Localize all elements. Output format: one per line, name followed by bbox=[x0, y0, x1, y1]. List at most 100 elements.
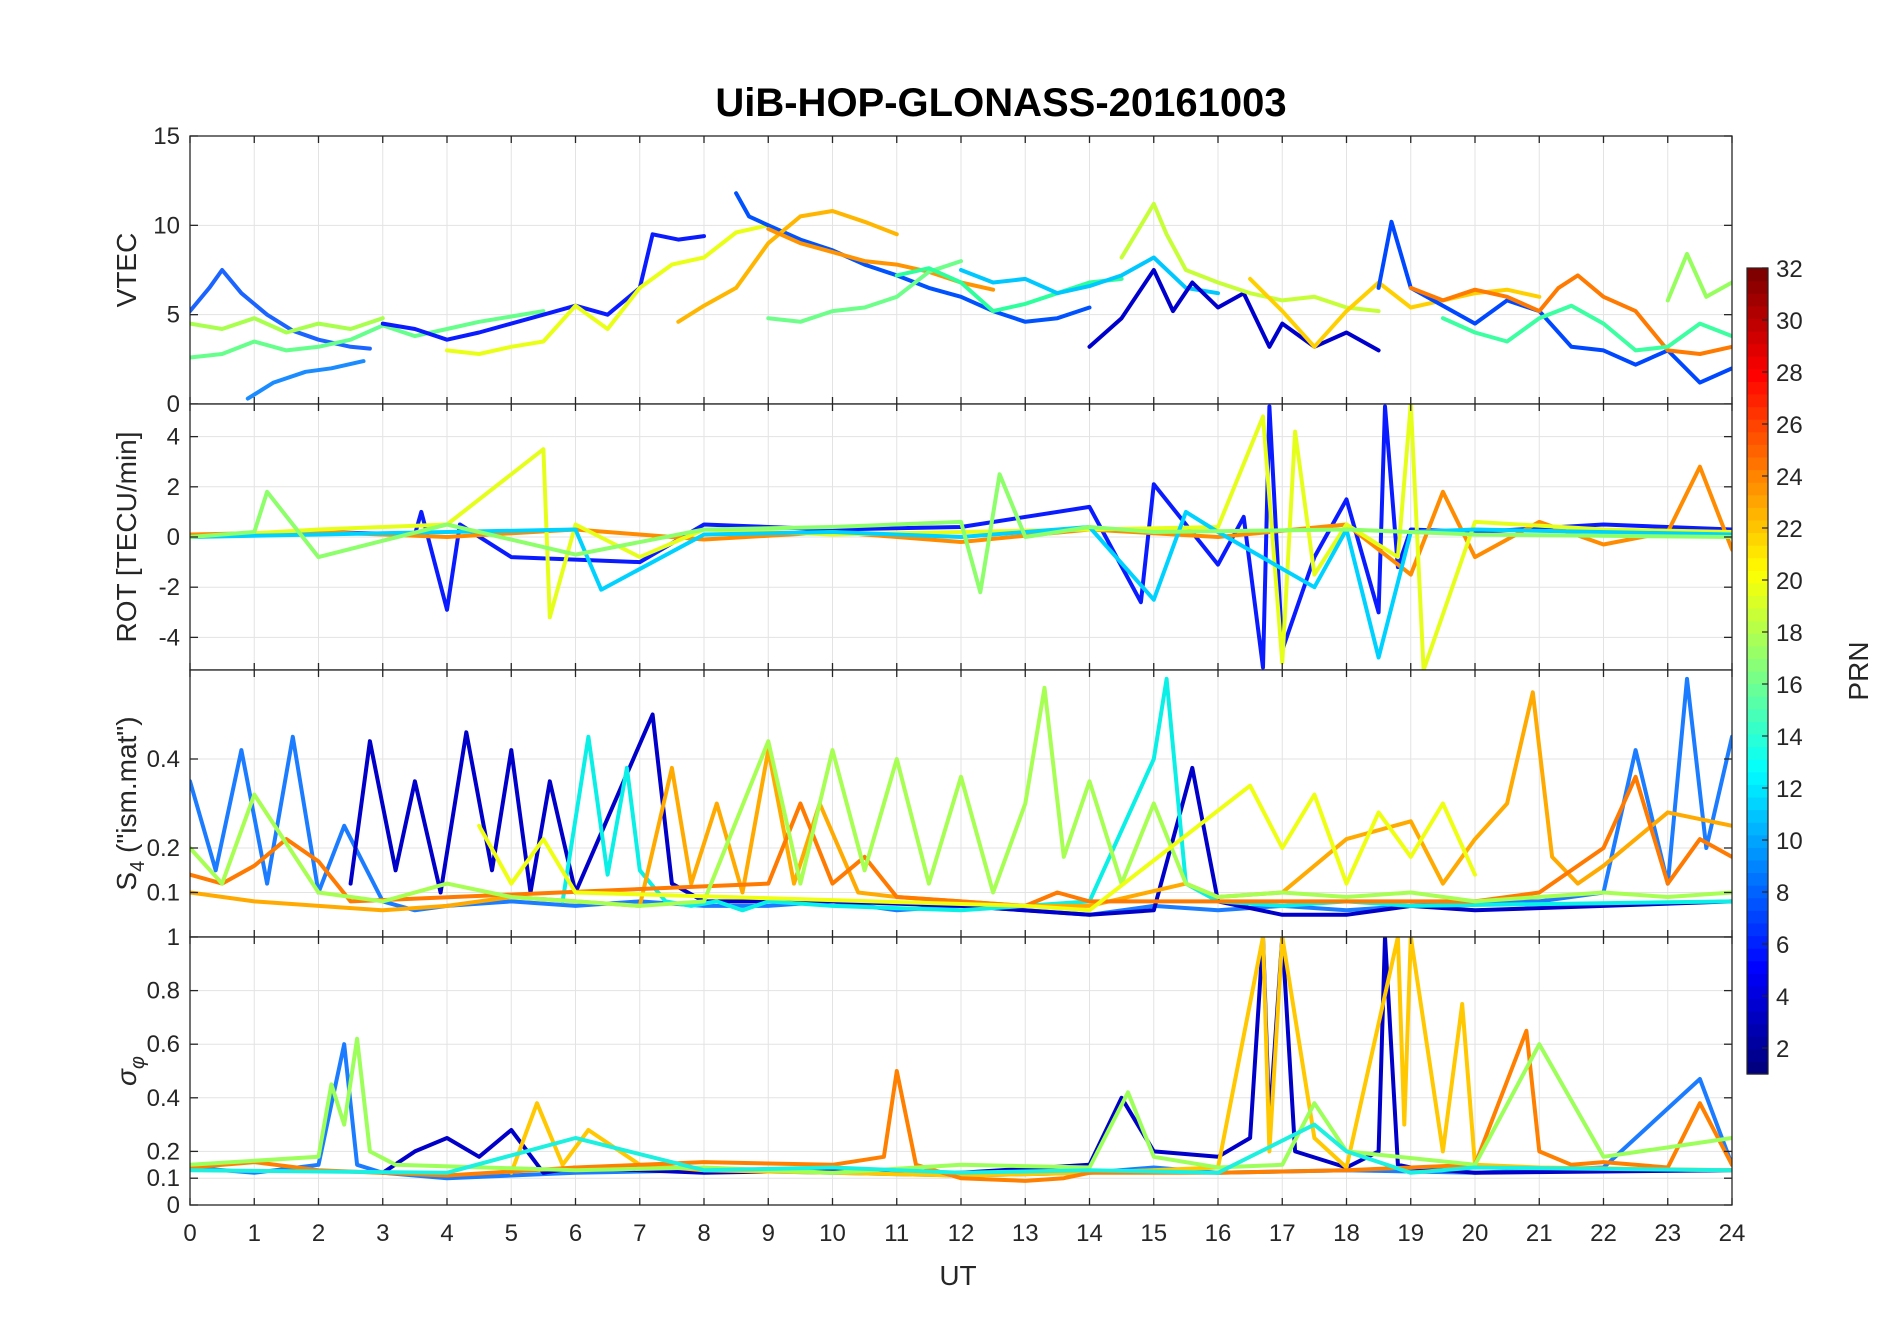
colorbar-segment bbox=[1747, 935, 1768, 949]
colorbar-segment bbox=[1747, 393, 1768, 408]
series-line-sigphi-4 bbox=[190, 1036, 1732, 1175]
colorbar-tick-label: 10 bbox=[1776, 828, 1803, 855]
x-tick-label: 11 bbox=[884, 1220, 909, 1247]
colorbar-segment bbox=[1747, 985, 1768, 1000]
panel-vtec: 0 5 10 15 VTEC bbox=[111, 123, 1733, 418]
y-tick-label: 0.1 bbox=[147, 880, 180, 907]
colorbar-segment bbox=[1747, 1061, 1768, 1075]
colorbar-tick-label: 20 bbox=[1776, 568, 1803, 595]
colorbar-segment bbox=[1747, 922, 1768, 937]
colorbar-segment bbox=[1747, 1011, 1768, 1025]
colorbar-frame bbox=[1746, 267, 1769, 1075]
colorbar-segment bbox=[1747, 456, 1768, 471]
colorbar-segment bbox=[1747, 671, 1768, 685]
colorbar-tick-label: 12 bbox=[1776, 776, 1803, 803]
colorbar-segment bbox=[1747, 998, 1768, 1012]
y-tick-label: 2 bbox=[167, 474, 180, 501]
series-line-vtec-0 bbox=[190, 268, 372, 351]
colorbar-segment bbox=[1747, 708, 1768, 722]
colorbar-segment bbox=[1747, 280, 1768, 294]
series-line-vtec-9 bbox=[766, 259, 963, 324]
x-tick-label: 5 bbox=[505, 1220, 518, 1247]
x-tick-label: 24 bbox=[1719, 1220, 1746, 1247]
chart-title: UiB-HOP-GLONASS-20161003 bbox=[715, 81, 1286, 125]
colorbar-segment bbox=[1747, 482, 1768, 496]
x-tick-label: 23 bbox=[1654, 1220, 1681, 1247]
series-line-s4-1 bbox=[348, 712, 1732, 917]
series-line-vtec-16 bbox=[1408, 273, 1732, 356]
y-tick-label: 0 bbox=[167, 391, 180, 418]
series-line-rot-4 bbox=[190, 472, 1732, 595]
colorbar-segment bbox=[1747, 658, 1768, 672]
x-tick-label: 18 bbox=[1333, 1220, 1360, 1247]
colorbar-segment bbox=[1747, 796, 1768, 811]
colorbar-segment bbox=[1747, 330, 1768, 345]
colorbar-segment bbox=[1747, 293, 1768, 307]
y-tick-label: 5 bbox=[167, 302, 180, 329]
colorbar-segment bbox=[1747, 834, 1768, 848]
series-line-vtec-3 bbox=[190, 316, 385, 335]
x-tick-label: 22 bbox=[1590, 1220, 1617, 1247]
series-line-vtec-1 bbox=[190, 309, 546, 360]
y-axis-label-rot: ROT [TECU/min] bbox=[111, 431, 142, 642]
colorbar-segment bbox=[1747, 318, 1768, 332]
colorbar-segment bbox=[1747, 1048, 1768, 1062]
colorbar-segment bbox=[1747, 733, 1768, 748]
colorbar-segment bbox=[1747, 771, 1768, 785]
colorbar-segment bbox=[1747, 608, 1768, 622]
colorbar-tick-label: 28 bbox=[1776, 360, 1803, 387]
colorbar-segment bbox=[1747, 746, 1768, 760]
y-tick-label: 0.8 bbox=[147, 978, 180, 1005]
series-line-sigphi-1 bbox=[380, 937, 1732, 1175]
panel-rot: -4 -2 0 2 4 ROT [TECU/min] bbox=[111, 403, 1733, 671]
y-tick-label: 1 bbox=[167, 924, 180, 951]
colorbar-tick-label: 8 bbox=[1776, 880, 1789, 907]
colorbar-segment bbox=[1747, 885, 1768, 899]
series-line-vtec-13 bbox=[1119, 201, 1381, 314]
colorbar-label: PRN bbox=[1843, 641, 1874, 700]
colorbar-segment bbox=[1747, 696, 1768, 710]
x-tick-label: 8 bbox=[697, 1220, 710, 1247]
colorbar-segment bbox=[1747, 620, 1768, 634]
colorbar-segment bbox=[1747, 582, 1768, 597]
y-tick-label: 0 bbox=[167, 524, 180, 551]
series-group bbox=[190, 404, 1732, 670]
colorbar-segment bbox=[1747, 557, 1768, 571]
panel-sigphi: 00.10.2 0.4 0.6 0.8 1 σφ bbox=[111, 924, 1733, 1219]
colorbar-segment bbox=[1747, 847, 1768, 861]
x-tick-label: 12 bbox=[948, 1220, 975, 1247]
y-tick-label: 0.4 bbox=[147, 746, 180, 773]
colorbar-tick-label: 18 bbox=[1776, 620, 1803, 647]
colorbar-tick-label: 14 bbox=[1776, 724, 1803, 751]
colorbar-segment bbox=[1747, 683, 1768, 697]
series-line-s4-2 bbox=[560, 676, 1732, 913]
x-tick-label: 6 bbox=[569, 1220, 582, 1247]
colorbar-segment bbox=[1747, 1036, 1768, 1050]
series-line-s4-4 bbox=[190, 774, 1732, 908]
colorbar-tick-label: 4 bbox=[1776, 984, 1789, 1011]
colorbar-segment bbox=[1747, 809, 1768, 823]
y-tick-label: 0 bbox=[167, 1192, 180, 1219]
series-group bbox=[190, 937, 1732, 1183]
colorbar-segment bbox=[1747, 507, 1768, 521]
y-tick-label: 4 bbox=[167, 424, 180, 451]
colorbar-segment bbox=[1747, 570, 1768, 584]
colorbar-segment bbox=[1747, 444, 1768, 458]
x-tick-label: 9 bbox=[762, 1220, 775, 1247]
series-line-vtec-10 bbox=[894, 266, 1124, 314]
y-axis-label-vtec: VTEC bbox=[111, 233, 142, 308]
x-tick-label: 14 bbox=[1076, 1220, 1103, 1247]
series-line-rot-3 bbox=[190, 509, 1732, 660]
y-tick-label: -4 bbox=[159, 624, 180, 651]
series-line-vtec-12 bbox=[1087, 268, 1381, 353]
colorbar-segment bbox=[1747, 532, 1768, 546]
x-tick-label: 17 bbox=[1269, 1220, 1296, 1247]
y-tick-label: 0.4 bbox=[147, 1085, 180, 1112]
colorbar-tick-label: 30 bbox=[1776, 308, 1803, 335]
y-tick-label: -2 bbox=[159, 574, 180, 601]
colorbar-tick-label: 6 bbox=[1776, 932, 1789, 959]
colorbar-segment bbox=[1747, 519, 1768, 534]
